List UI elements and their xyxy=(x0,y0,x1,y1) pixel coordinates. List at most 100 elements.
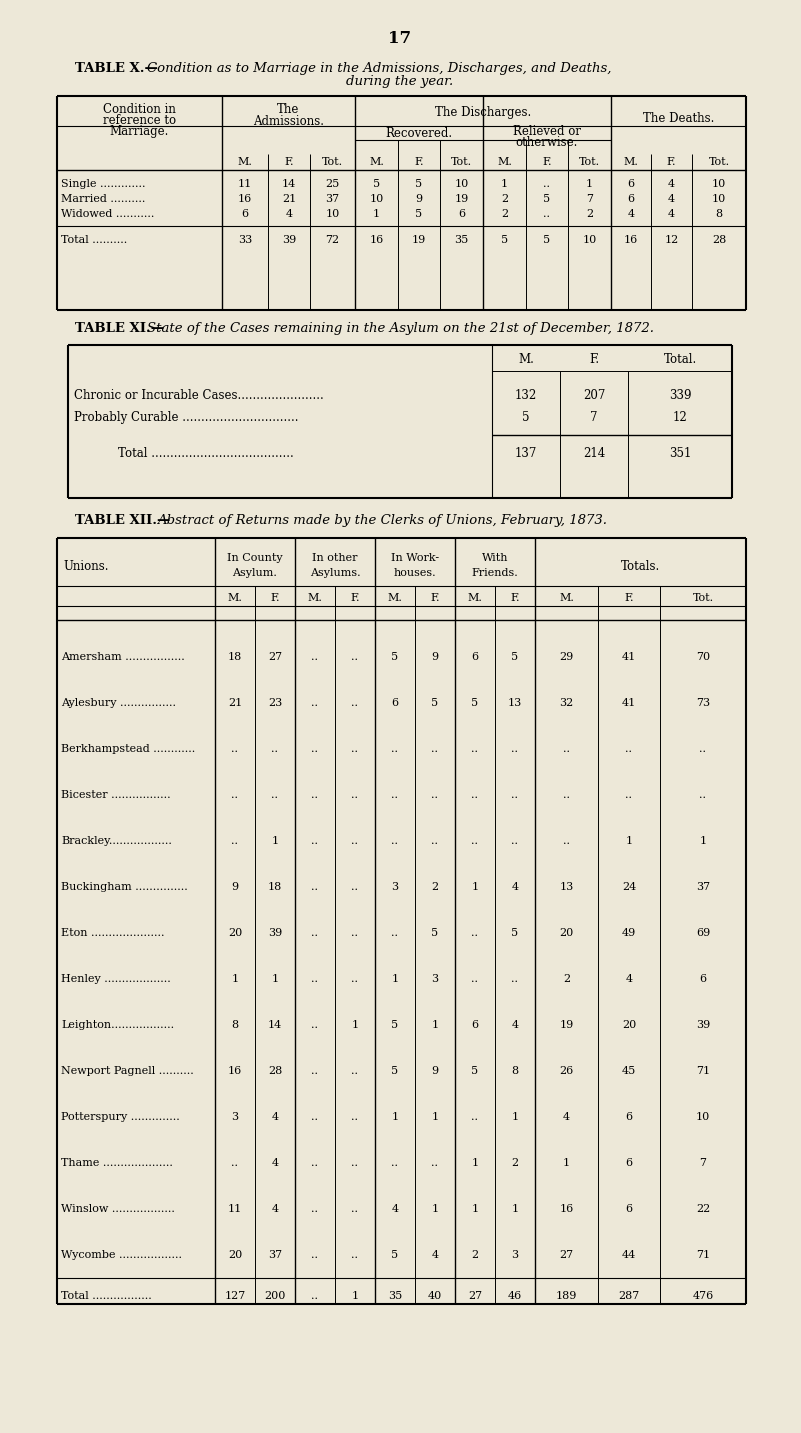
Text: 16: 16 xyxy=(238,193,252,203)
Text: 21: 21 xyxy=(282,193,296,203)
Text: 7: 7 xyxy=(590,410,598,424)
Text: 72: 72 xyxy=(325,235,340,245)
Text: 18: 18 xyxy=(227,652,242,662)
Text: ..: .. xyxy=(272,744,279,754)
Text: 5: 5 xyxy=(472,698,478,708)
Text: TABLE XI.—: TABLE XI.— xyxy=(75,321,164,334)
Text: 10: 10 xyxy=(325,209,340,219)
Text: ..: .. xyxy=(312,1020,319,1030)
Text: 1: 1 xyxy=(511,1112,518,1122)
Text: 3: 3 xyxy=(511,1250,518,1260)
Text: 18: 18 xyxy=(268,881,282,891)
Text: 4: 4 xyxy=(272,1158,279,1168)
Text: ..: .. xyxy=(312,1204,319,1214)
Text: 5: 5 xyxy=(543,235,550,245)
Text: 287: 287 xyxy=(618,1291,640,1301)
Text: 10: 10 xyxy=(369,193,384,203)
Text: TABLE X.—: TABLE X.— xyxy=(75,62,158,75)
Text: F.: F. xyxy=(350,593,360,603)
Text: Marriage.: Marriage. xyxy=(110,125,169,138)
Text: 16: 16 xyxy=(624,235,638,245)
Text: 71: 71 xyxy=(696,1250,710,1260)
Text: 10: 10 xyxy=(454,179,469,189)
Text: 29: 29 xyxy=(559,652,574,662)
Text: Total ......................................: Total ..................................… xyxy=(118,447,294,460)
Text: F.: F. xyxy=(430,593,440,603)
Text: ..: .. xyxy=(432,744,438,754)
Text: 32: 32 xyxy=(559,698,574,708)
Text: during the year.: during the year. xyxy=(346,75,453,87)
Text: 127: 127 xyxy=(224,1291,246,1301)
Text: ..: .. xyxy=(312,974,319,984)
Text: 37: 37 xyxy=(268,1250,282,1260)
Text: 70: 70 xyxy=(696,652,710,662)
Text: ..: .. xyxy=(312,929,319,939)
Text: 6: 6 xyxy=(627,193,634,203)
Text: M.: M. xyxy=(227,593,243,603)
Text: 41: 41 xyxy=(622,652,636,662)
Text: M.: M. xyxy=(308,593,323,603)
Text: ..: .. xyxy=(312,1066,319,1076)
Text: 5: 5 xyxy=(472,1066,478,1076)
Text: ..: .. xyxy=(512,744,518,754)
Text: ..: .. xyxy=(472,835,478,845)
Text: 12: 12 xyxy=(664,235,678,245)
Text: ..: .. xyxy=(312,1250,319,1260)
Text: houses.: houses. xyxy=(393,567,437,577)
Text: ..: .. xyxy=(352,1066,359,1076)
Text: 6: 6 xyxy=(626,1204,633,1214)
Text: 4: 4 xyxy=(285,209,292,219)
Text: ..: .. xyxy=(231,744,239,754)
Text: 20: 20 xyxy=(227,929,242,939)
Text: 189: 189 xyxy=(556,1291,578,1301)
Text: 8: 8 xyxy=(231,1020,239,1030)
Text: 5: 5 xyxy=(522,410,529,424)
Text: Winslow ..................: Winslow .................. xyxy=(61,1204,175,1214)
Text: 1: 1 xyxy=(432,1020,439,1030)
Text: Amersham .................: Amersham ................. xyxy=(61,652,185,662)
Text: ..: .. xyxy=(231,790,239,800)
Text: Condition as to Marriage in the Admissions, Discharges, and Deaths,: Condition as to Marriage in the Admissio… xyxy=(147,62,611,75)
Text: Condition in: Condition in xyxy=(103,103,176,116)
Text: 137: 137 xyxy=(515,447,537,460)
Text: 7: 7 xyxy=(586,193,593,203)
Text: 19: 19 xyxy=(454,193,469,203)
Text: ..: .. xyxy=(544,179,550,189)
Text: 5: 5 xyxy=(432,698,439,708)
Text: 45: 45 xyxy=(622,1066,636,1076)
Text: Widowed ...........: Widowed ........... xyxy=(61,209,155,219)
Text: 1: 1 xyxy=(392,1112,399,1122)
Text: Married ..........: Married .......... xyxy=(61,193,145,203)
Text: The Discharges.: The Discharges. xyxy=(435,106,531,119)
Text: ..: .. xyxy=(544,209,550,219)
Text: ..: .. xyxy=(392,744,399,754)
Text: Buckingham ...............: Buckingham ............... xyxy=(61,881,187,891)
Text: 6: 6 xyxy=(458,209,465,219)
Text: 4: 4 xyxy=(668,179,675,189)
Text: 1: 1 xyxy=(352,1020,359,1030)
Text: ..: .. xyxy=(699,744,706,754)
Text: ..: .. xyxy=(392,835,399,845)
Text: 200: 200 xyxy=(264,1291,286,1301)
Text: 37: 37 xyxy=(325,193,340,203)
Text: F.: F. xyxy=(589,353,599,365)
Text: M.: M. xyxy=(238,158,252,168)
Text: 3: 3 xyxy=(432,974,439,984)
Text: ..: .. xyxy=(312,1112,319,1122)
Text: 5: 5 xyxy=(432,929,439,939)
Text: In County: In County xyxy=(227,553,283,563)
Text: Probably Curable ...............................: Probably Curable .......................… xyxy=(74,410,299,424)
Text: M.: M. xyxy=(623,158,638,168)
Text: 1: 1 xyxy=(352,1291,359,1301)
Text: 1: 1 xyxy=(432,1204,439,1214)
Text: 23: 23 xyxy=(268,698,282,708)
Text: Unions.: Unions. xyxy=(63,559,108,573)
Text: ..: .. xyxy=(472,744,478,754)
Text: ..: .. xyxy=(472,790,478,800)
Text: 5: 5 xyxy=(392,1020,399,1030)
Text: M.: M. xyxy=(388,593,402,603)
Text: ..: .. xyxy=(392,1158,399,1168)
Text: ..: .. xyxy=(272,790,279,800)
Text: 4: 4 xyxy=(511,1020,518,1030)
Text: 351: 351 xyxy=(669,447,691,460)
